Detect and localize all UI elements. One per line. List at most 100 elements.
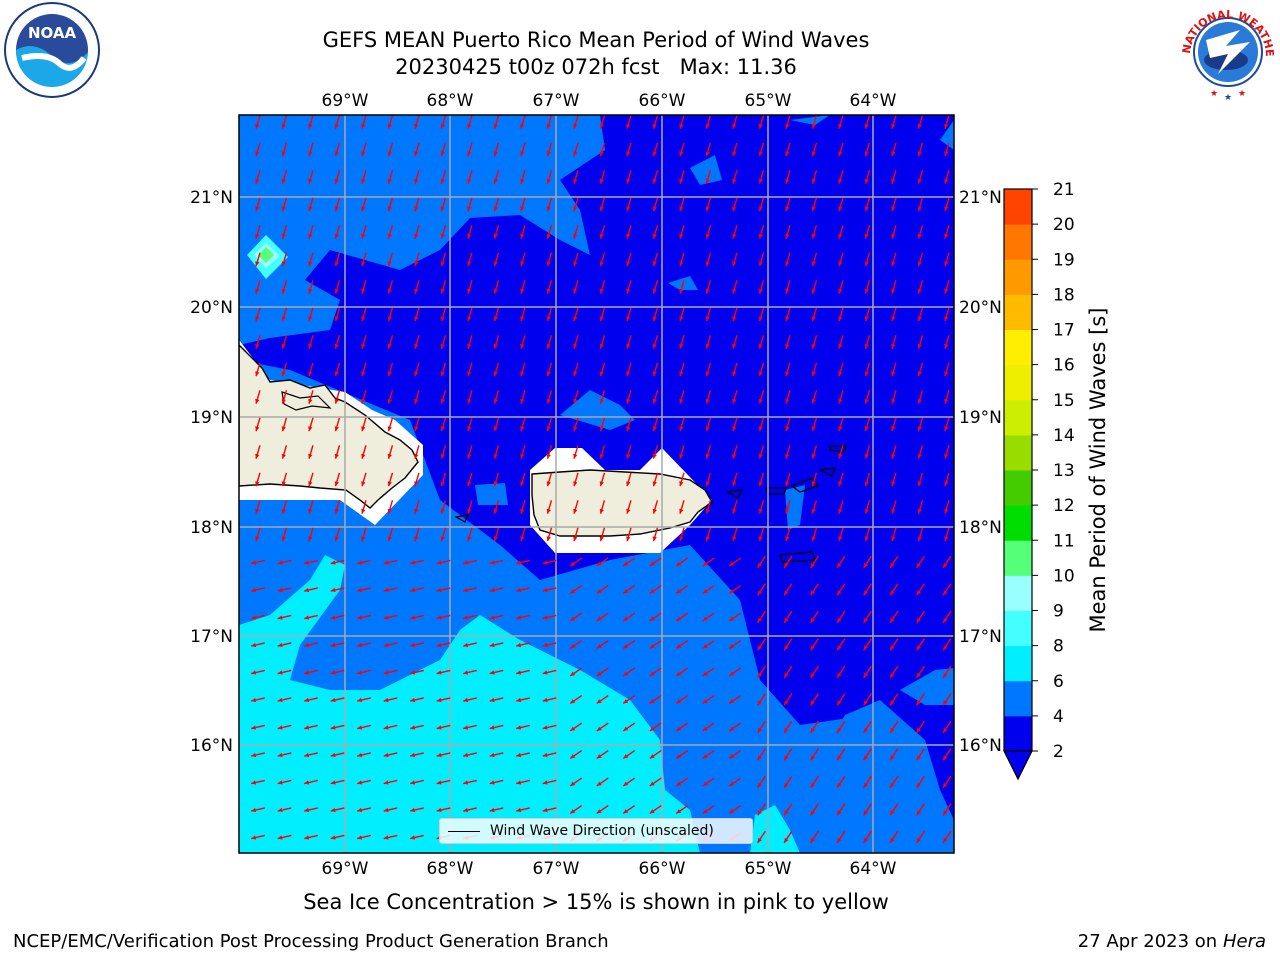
wave-arrow-head	[520, 233, 525, 239]
wave-arrow-head	[573, 233, 578, 239]
wave-arrow-head	[652, 151, 657, 157]
colorbar-tick-label: 16	[1053, 356, 1075, 376]
wave-arrow-head	[277, 615, 283, 620]
wave-arrow-head	[917, 151, 922, 157]
wave-arrow-head	[943, 672, 948, 678]
wave-arrow-head	[308, 398, 313, 404]
wave-arrow-head	[542, 615, 548, 620]
wave-arrow-head	[944, 261, 949, 267]
wave-arrow-head	[917, 343, 922, 349]
wave-arrow-head	[414, 206, 419, 212]
wave-arrow-head	[810, 672, 815, 678]
wave-arrow-head	[891, 508, 896, 514]
wave-arrow-head	[383, 560, 389, 565]
colorbar: 2 4 6 8 9 10 11 12 13 14 15 16 17 18 19 20 21	[1003, 180, 1075, 781]
wave-arrow-head	[440, 343, 445, 349]
wave-arrow-head	[414, 343, 419, 349]
wave-arrow-head	[837, 837, 842, 843]
wave-arrow-head	[837, 645, 842, 651]
wave-arrow-head	[308, 123, 313, 129]
wave-arrow-head	[546, 288, 551, 294]
wave-arrow-head	[251, 615, 257, 620]
wave-arrow-head	[679, 343, 684, 349]
lat-tick: 19°N	[190, 408, 233, 428]
wave-arrow-head	[705, 481, 710, 487]
wave-arrow-head	[463, 725, 469, 730]
wave-arrow-head	[599, 481, 604, 487]
wave-arrow-head	[414, 151, 419, 157]
wave-arrow-head	[596, 726, 602, 731]
wave-arrow-head	[387, 206, 392, 212]
wave-arrow-head	[546, 178, 551, 184]
wave-arrow-head	[705, 288, 710, 294]
wave-arrow-head	[891, 233, 896, 239]
wave-arrow-head	[467, 371, 472, 377]
wave-arrow-head	[891, 151, 896, 157]
map-area[interactable]	[239, 115, 954, 853]
wave-arrow-head	[520, 481, 525, 487]
wave-arrow-head	[863, 810, 868, 816]
wave-arrow-head	[784, 755, 789, 761]
wave-arrow-head	[436, 780, 442, 785]
wave-arrow-head	[837, 590, 842, 596]
lat-tick: 21°N	[959, 188, 1002, 208]
wave-arrow-head	[864, 123, 869, 129]
wave-arrow-head	[944, 343, 949, 349]
lon-tick: 69°W	[322, 859, 369, 879]
wave-arrow-head	[758, 206, 763, 212]
wave-arrow-head	[626, 178, 631, 184]
lat-tick: 16°N	[190, 736, 233, 756]
wave-arrow-head	[758, 233, 763, 239]
wave-arrow-head	[626, 536, 631, 542]
wave-arrow-head	[758, 426, 763, 432]
colorbar-segment	[1004, 259, 1032, 295]
wave-arrow-head	[785, 453, 790, 459]
wave-arrow-head	[334, 233, 339, 239]
wave-arrow-head	[440, 536, 445, 542]
colorbar-tick-label: 17	[1053, 321, 1075, 341]
wave-arrow-head	[467, 288, 472, 294]
map-legend: Wind Wave Direction (unscaled)	[439, 818, 753, 844]
wave-arrow-head	[758, 123, 763, 129]
wave-arrow-head	[943, 617, 948, 623]
wave-arrow-head	[864, 536, 869, 542]
wave-arrow-head	[732, 371, 737, 377]
wave-arrow-head	[436, 587, 442, 593]
lon-tick: 68°W	[427, 91, 474, 111]
wave-arrow-head	[599, 233, 604, 239]
wave-arrow-head	[281, 233, 286, 239]
wave-arrow-head	[387, 398, 392, 404]
wave-arrow-head	[943, 700, 948, 706]
lon-tick: 65°W	[745, 859, 792, 879]
wave-arrow-head	[757, 590, 762, 596]
wave-arrow-head	[729, 644, 735, 649]
wave-arrow-head	[732, 536, 737, 542]
wave-arrow-head	[679, 261, 684, 267]
wave-arrow-head	[330, 642, 336, 648]
wave-arrow-head	[758, 151, 763, 157]
wave-arrow-head	[917, 206, 922, 212]
wave-arrow-head	[705, 123, 710, 129]
wave-arrow-head	[891, 398, 896, 404]
wave-arrow-head	[361, 371, 366, 377]
wave-arrow-head	[489, 725, 495, 730]
wave-arrow-head	[676, 671, 682, 676]
wave-arrow-head	[255, 481, 260, 487]
wave-arrow-head	[361, 536, 366, 542]
wave-arrow-head	[864, 261, 869, 267]
contour-4-6-b	[750, 805, 800, 853]
wave-arrow-head	[493, 123, 498, 129]
wave-arrow-head	[811, 206, 816, 212]
wave-arrow-head	[626, 316, 631, 322]
wave-arrow-head	[334, 398, 339, 404]
wave-arrow-head	[837, 672, 842, 678]
wave-arrow-head	[626, 453, 631, 459]
wave-arrow-head	[811, 508, 816, 514]
wave-arrow-head	[891, 426, 896, 432]
wave-arrow-head	[890, 810, 895, 816]
lon-tick: 67°W	[533, 91, 580, 111]
wave-arrow-head	[784, 727, 789, 733]
wave-arrow-head	[251, 560, 257, 565]
wave-arrow-head	[758, 508, 763, 514]
wave-arrow-head	[387, 343, 392, 349]
